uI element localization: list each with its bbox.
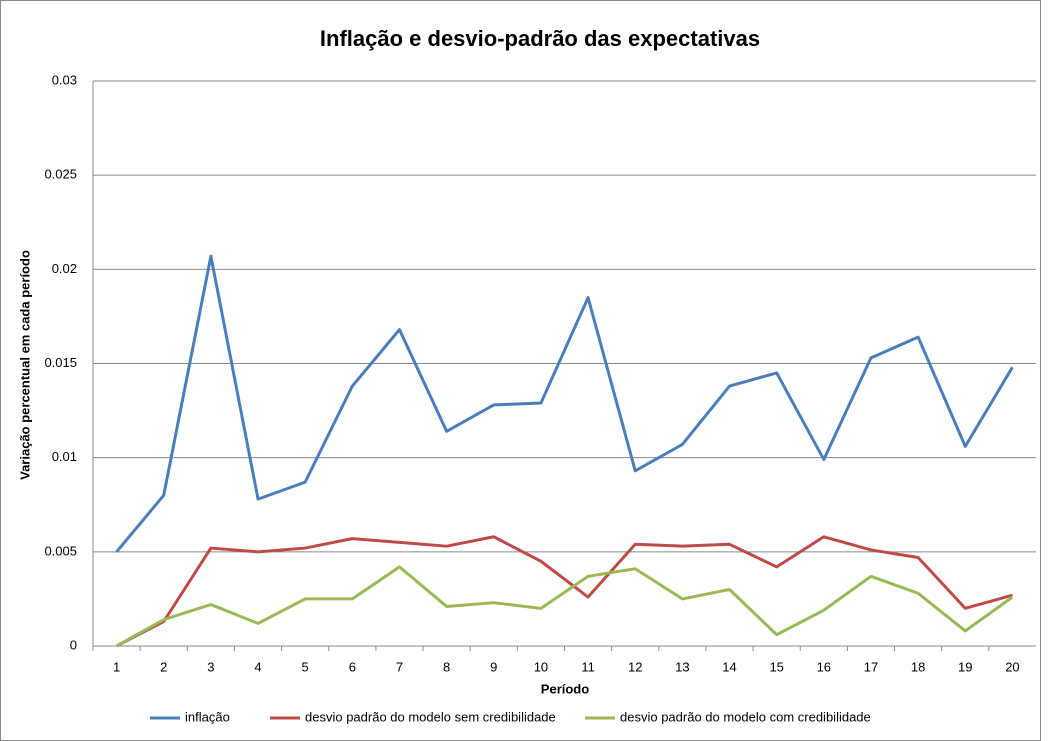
y-tick-label: 0.01 xyxy=(52,449,77,464)
x-tick-label: 14 xyxy=(722,659,736,674)
series-line xyxy=(115,254,1014,553)
x-tick-label: 5 xyxy=(302,659,309,674)
y-tick-label: 0 xyxy=(70,637,77,652)
chart-title: Inflação e desvio-padrão das expectativa… xyxy=(320,26,760,51)
x-tick-label: 3 xyxy=(207,659,214,674)
x-tick-label: 15 xyxy=(769,659,783,674)
x-tick-label: 19 xyxy=(958,659,972,674)
x-axis-label: Período xyxy=(541,681,589,696)
legend-label: desvio padrão do modelo sem credibilidad… xyxy=(305,709,556,724)
x-tick-label: 12 xyxy=(628,659,642,674)
x-tick-label: 2 xyxy=(160,659,167,674)
x-tick-label: 9 xyxy=(490,659,497,674)
y-tick-label: 0.005 xyxy=(44,543,77,558)
y-tick-label: 0.03 xyxy=(52,72,77,87)
y-axis-label: Variação percentual em cada período xyxy=(17,250,32,480)
x-tick-label: 6 xyxy=(349,659,356,674)
x-tick-label: 1 xyxy=(113,659,120,674)
x-tick-label: 4 xyxy=(254,659,261,674)
y-tick-label: 0.015 xyxy=(44,355,77,370)
x-tick-label: 18 xyxy=(911,659,925,674)
y-tick-label: 0.02 xyxy=(52,261,77,276)
legend-label: inflação xyxy=(185,709,230,724)
x-tick-label: 20 xyxy=(1005,659,1019,674)
legend-label: desvio padrão do modelo com credibilidad… xyxy=(620,709,871,724)
x-tick-label: 8 xyxy=(443,659,450,674)
x-tick-label: 13 xyxy=(675,659,689,674)
x-tick-label: 17 xyxy=(864,659,878,674)
series-line xyxy=(115,565,1014,648)
x-tick-label: 11 xyxy=(581,659,595,674)
x-tick-label: 7 xyxy=(396,659,403,674)
y-tick-label: 0.025 xyxy=(44,167,77,182)
series-line xyxy=(115,535,1013,648)
x-tick-label: 16 xyxy=(817,659,831,674)
x-tick-label: 10 xyxy=(534,659,548,674)
